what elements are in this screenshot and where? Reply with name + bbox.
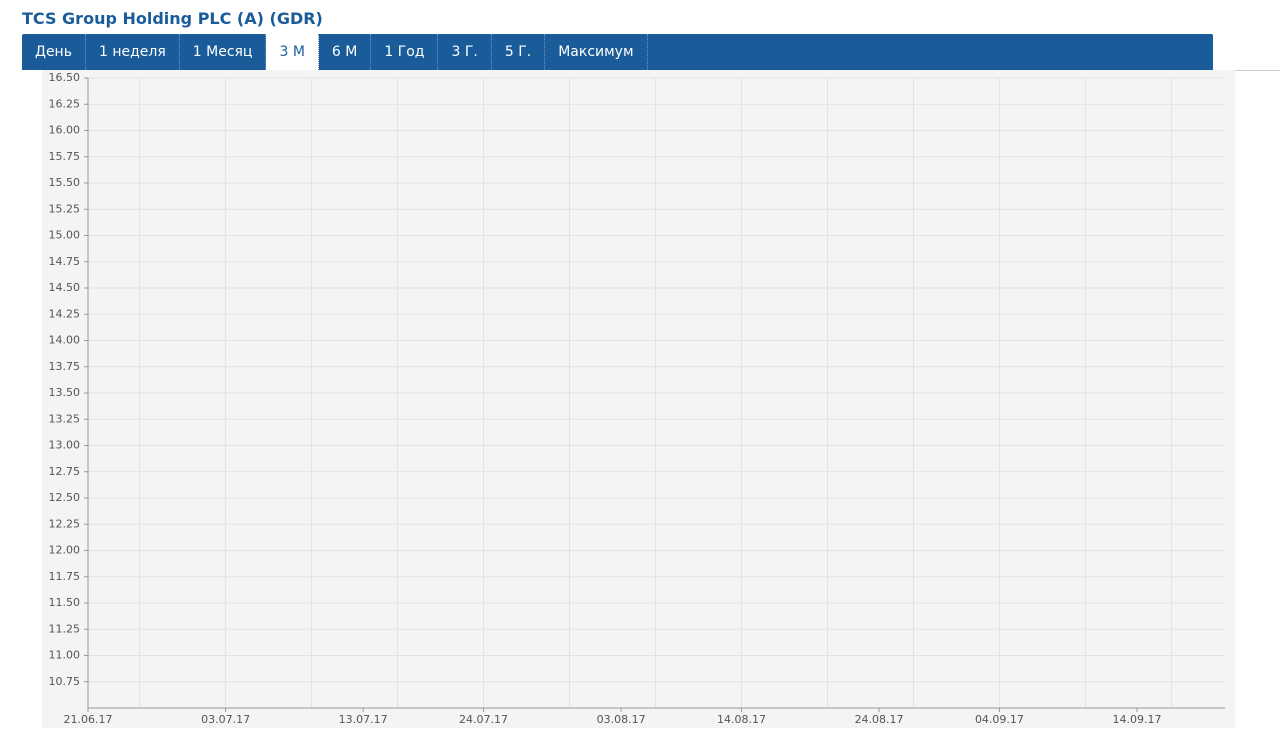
y-tick-label: 16.00 [49, 124, 81, 137]
x-tick-label: 04.09.17 [975, 713, 1024, 726]
y-tick-label: 15.25 [49, 202, 81, 215]
y-tick-label: 14.00 [49, 334, 81, 347]
tab[interactable]: Максимум [545, 34, 648, 70]
y-tick-label: 13.75 [49, 360, 81, 373]
x-tick-label: 24.08.17 [855, 713, 904, 726]
x-tick-label: 21.06.17 [64, 713, 113, 726]
y-tick-label: 11.75 [49, 570, 81, 583]
x-tick-label: 03.08.17 [597, 713, 646, 726]
tab[interactable]: 5 Г. [492, 34, 546, 70]
x-tick-label: 24.07.17 [459, 713, 508, 726]
y-tick-label: 12.75 [49, 465, 81, 478]
y-tick-label: 15.75 [49, 150, 81, 163]
tab[interactable]: 3 М [266, 34, 319, 70]
y-tick-label: 16.25 [49, 97, 81, 110]
tab[interactable]: 6 М [319, 34, 372, 70]
y-tick-label: 12.50 [49, 491, 81, 504]
title: TCS Group Holding PLC (A) (GDR) [22, 9, 323, 28]
tab[interactable]: 1 Месяц [180, 34, 267, 70]
x-tick-label: 14.08.17 [717, 713, 766, 726]
y-tick-label: 13.25 [49, 412, 81, 425]
y-tick-label: 13.00 [49, 439, 81, 452]
chart: 10.75 11.00 11.25 11.50 11.75 12.00 12.25 12.50… [42, 70, 1235, 728]
y-tick-label: 15.00 [49, 229, 81, 242]
x-tick-label: 13.07.17 [339, 713, 388, 726]
y-tick-label: 10.75 [49, 675, 81, 688]
x-tick-label: 14.09.17 [1113, 713, 1162, 726]
tab[interactable]: 3 Г. [438, 34, 492, 70]
y-tick-label: 11.25 [49, 622, 81, 635]
y-tick-label: 12.25 [49, 517, 81, 530]
y-tick-label: 11.50 [49, 596, 81, 609]
y-tick-label: 14.75 [49, 255, 81, 268]
divider [1213, 70, 1280, 71]
y-tick-label: 14.25 [49, 307, 81, 320]
y-tick-label: 11.00 [49, 649, 81, 662]
tab[interactable]: 1 неделя [86, 34, 180, 70]
y-tick-label: 12.00 [49, 544, 81, 557]
tab[interactable]: День [22, 34, 86, 70]
y-tick-label: 13.50 [49, 386, 81, 399]
y-tick-label: 15.50 [49, 176, 81, 189]
x-tick-label: 03.07.17 [201, 713, 250, 726]
plot-background [42, 70, 1235, 728]
tab[interactable]: 1 Год [371, 34, 439, 70]
y-tick-label: 14.50 [49, 281, 81, 294]
y-tick-label: 16.50 [49, 71, 81, 84]
